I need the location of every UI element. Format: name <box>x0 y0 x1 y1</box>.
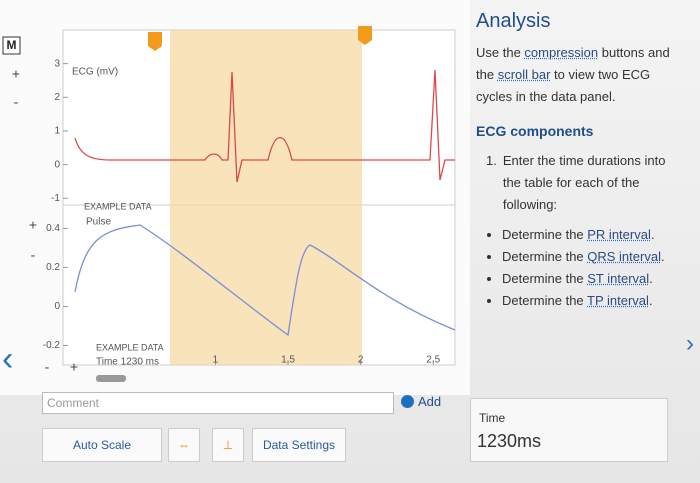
pulse-plus[interactable]: + <box>29 217 37 233</box>
y-tick-label: 0 <box>54 159 60 170</box>
bullet: Determine the ST interval. <box>502 268 676 290</box>
y-tick-label: 0.4 <box>46 223 60 234</box>
x-tick-label: 2.5 <box>426 355 440 366</box>
text: . <box>650 227 655 242</box>
mode-button[interactable] <box>2 36 21 55</box>
pulse-watermark: EXAMPLE DATA <box>96 342 164 352</box>
x-tick-label: 1 <box>213 355 219 366</box>
y-tick-label: 0 <box>54 301 60 312</box>
text: Determine the <box>502 293 588 308</box>
text: Use the <box>476 45 525 60</box>
link[interactable]: TP interval <box>587 293 649 308</box>
time-minus[interactable]: - <box>45 359 50 375</box>
y-tick-label: -1 <box>51 193 60 204</box>
section-title: ECG components <box>476 123 594 139</box>
selection-marker <box>148 32 162 51</box>
x-tick-label: 2 <box>358 355 364 366</box>
step: 1. Enter the time durations into the tab… <box>476 150 676 216</box>
text: Determine the <box>502 249 588 264</box>
link[interactable]: PR interval <box>587 227 651 242</box>
y-tick-label: 2 <box>54 92 60 103</box>
selection-region <box>170 30 362 365</box>
auto-scale-button[interactable]: Auto Scale <box>42 428 162 462</box>
readout-value: 1230ms <box>477 431 542 451</box>
chart-panel: M + - + - - + ECG (mV) EXAMPLE DATA Puls… <box>0 0 470 395</box>
step-text: Enter the time durations into the table … <box>502 153 666 212</box>
pulse-axis-label: Pulse <box>86 217 111 228</box>
text: . <box>660 249 665 264</box>
compress-button[interactable]: ⇔ <box>168 428 200 462</box>
link[interactable]: compression <box>524 45 599 60</box>
add-label: Add <box>418 394 442 409</box>
bullet: Determine the TP interval. <box>502 290 676 312</box>
x-axis-label: Time 1230 ms <box>96 357 159 368</box>
y-tick-label: 3 <box>54 58 60 69</box>
text: Determine the <box>502 271 588 286</box>
mode-label: M <box>7 38 17 52</box>
data-settings-button[interactable]: Data Settings <box>252 428 346 462</box>
text: . <box>649 271 653 286</box>
y-tick-label: -0.2 <box>43 340 61 351</box>
ecg-plus[interactable]: + <box>12 66 20 82</box>
intro-text: Use the compression buttons and the scro… <box>476 42 676 108</box>
link[interactable]: ST interval <box>587 271 650 286</box>
ecg-axis-label: ECG (mV) <box>72 67 118 78</box>
analysis-title: Analysis <box>476 10 551 32</box>
time-plus[interactable]: + <box>70 359 78 375</box>
readout-label: Time <box>479 411 506 425</box>
bullet: Determine the QRS interval. <box>502 246 676 268</box>
text: buttons and the <box>476 45 670 82</box>
bullet: Determine the PR interval. <box>502 224 676 246</box>
bullet-list: Determine the PR interval.Determine the … <box>476 224 676 312</box>
ecg-watermark: EXAMPLE DATA <box>84 201 152 211</box>
text: to view two ECG cycles in the data panel… <box>476 67 651 104</box>
prev-arrow[interactable]: ‹ <box>2 340 14 378</box>
text: . <box>648 293 653 308</box>
selection-marker <box>358 26 372 45</box>
comment-input[interactable]: Comment <box>42 392 394 414</box>
text: Determine the <box>502 227 588 242</box>
ecg-minus[interactable]: - <box>14 94 19 110</box>
scroll-bar[interactable] <box>96 375 126 382</box>
y-tick-label: 0.2 <box>46 262 60 273</box>
link[interactable]: QRS interval <box>587 249 661 264</box>
step-number: 1. <box>486 153 497 168</box>
pulse-minus[interactable]: - <box>31 247 36 263</box>
add-icon <box>401 395 414 408</box>
x-tick-label: 1.5 <box>281 355 295 366</box>
link[interactable]: scroll bar <box>497 67 551 82</box>
next-arrow[interactable]: › <box>686 330 694 357</box>
time-readout: Time 1230ms <box>470 398 668 462</box>
analysis-panel: Analysis Use the compression buttons and… <box>476 10 676 312</box>
pulse-trace <box>74 224 456 337</box>
ecg-trace <box>74 69 455 183</box>
y-tick-label: 1 <box>54 126 60 137</box>
add-button[interactable]: Add <box>401 394 441 409</box>
marker-button[interactable]: ⊥ <box>212 428 244 462</box>
